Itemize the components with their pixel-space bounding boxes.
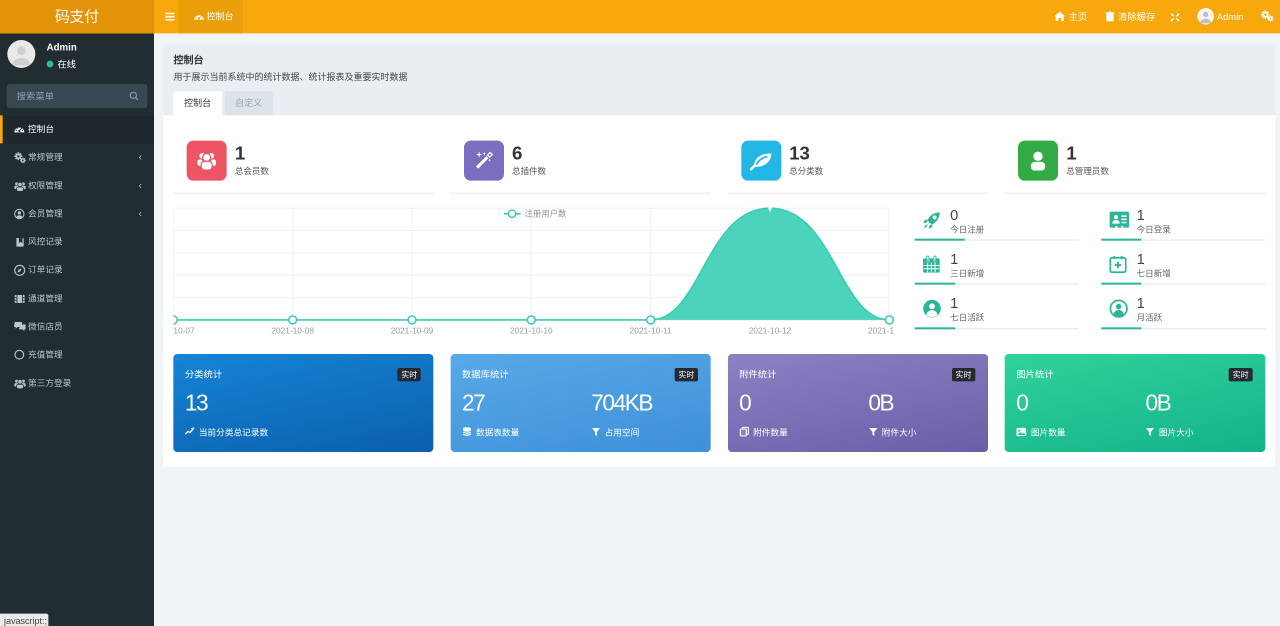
svg-text:2021-10-08: 2021-10-08 bbox=[272, 325, 315, 335]
svg-text:2021-10-07: 2021-10-07 bbox=[174, 325, 196, 335]
svg-text:2021-10-11: 2021-10-11 bbox=[630, 325, 672, 335]
svg-text:注册用户数: 注册用户数 bbox=[525, 208, 567, 218]
svg-text:2021-10-12: 2021-10-12 bbox=[749, 325, 792, 335]
svg-text:2021-10-09: 2021-10-09 bbox=[391, 325, 434, 335]
svg-text:2021-10-13: 2021-10-13 bbox=[868, 325, 894, 335]
svg-text:2021-10-10: 2021-10-10 bbox=[510, 325, 553, 335]
